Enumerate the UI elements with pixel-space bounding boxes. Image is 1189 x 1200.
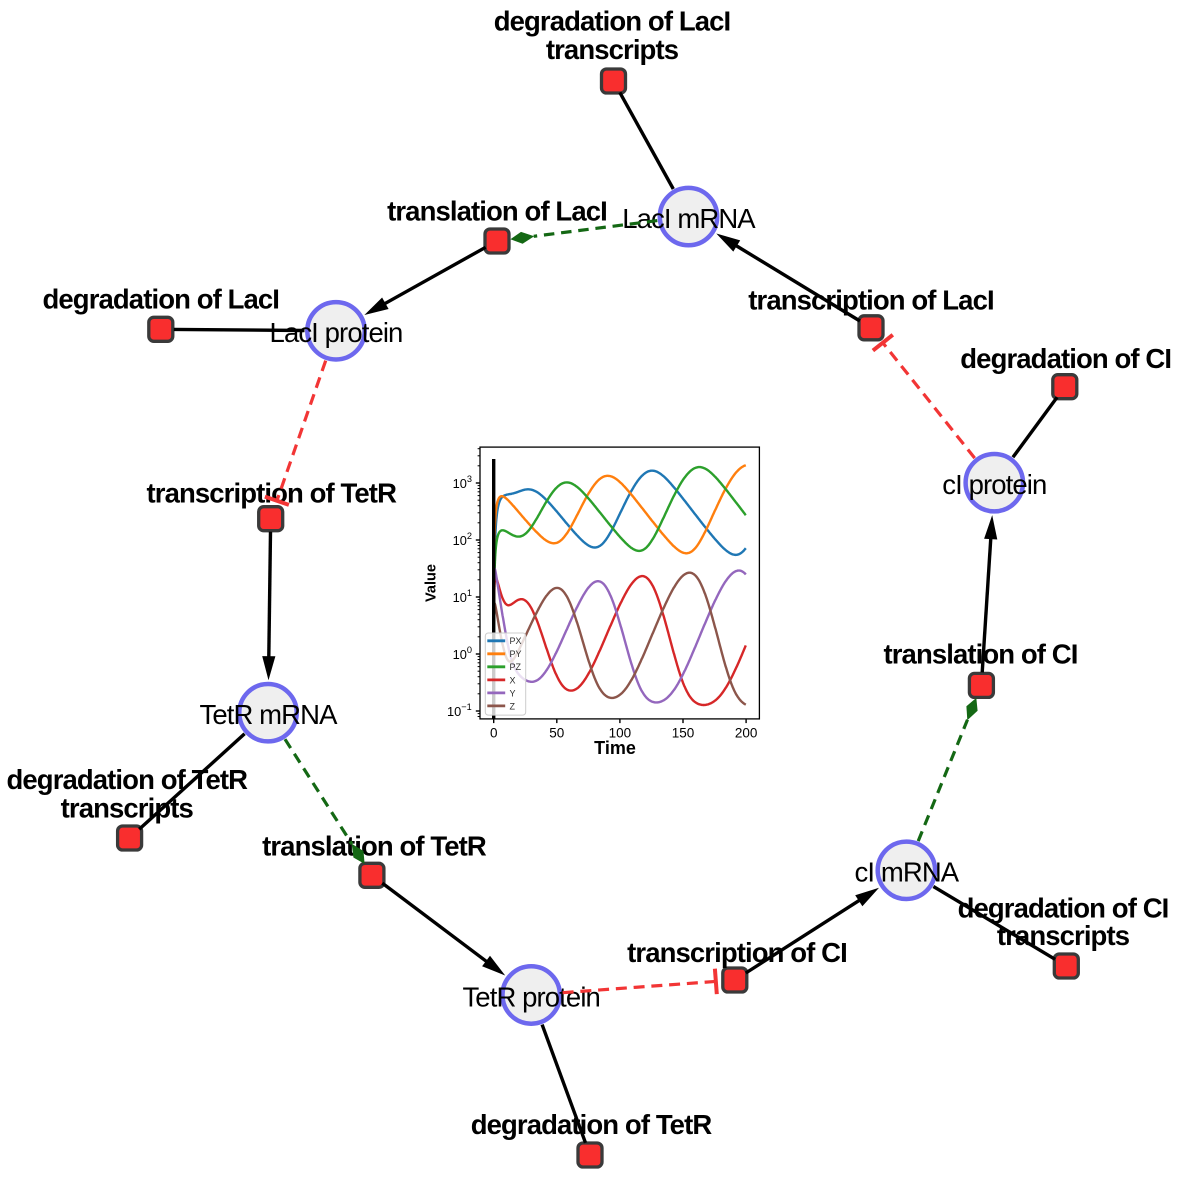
svg-text:cI protein: cI protein: [942, 469, 1046, 500]
svg-text:degradation of CI: degradation of CI: [960, 343, 1171, 374]
svg-text:translation of CI: translation of CI: [883, 638, 1077, 669]
svg-text:100: 100: [609, 726, 632, 741]
svg-text:Y: Y: [510, 688, 516, 698]
svg-text:transcription of CI: transcription of CI: [627, 937, 847, 968]
svg-text:LacI protein: LacI protein: [270, 317, 403, 348]
svg-text:200: 200: [735, 726, 758, 741]
svg-text:translation of LacI: translation of LacI: [387, 196, 607, 227]
svg-text:Time: Time: [594, 738, 636, 758]
svg-text:transcription of LacI: transcription of LacI: [748, 284, 993, 315]
svg-text:Z: Z: [510, 701, 516, 711]
svg-text:degradation of CI: degradation of CI: [958, 893, 1169, 924]
svg-text:cI mRNA: cI mRNA: [855, 857, 960, 888]
svg-text:TetR mRNA: TetR mRNA: [199, 699, 338, 730]
svg-text:PZ: PZ: [510, 662, 522, 672]
svg-text:TetR protein: TetR protein: [462, 981, 599, 1012]
svg-text:degradation of TetR: degradation of TetR: [7, 764, 249, 795]
svg-text:Value: Value: [424, 564, 440, 602]
svg-text:50: 50: [549, 726, 564, 741]
svg-text:PY: PY: [510, 649, 522, 659]
svg-text:150: 150: [672, 726, 695, 741]
svg-text:0: 0: [490, 726, 498, 741]
svg-text:degradation of LacI: degradation of LacI: [494, 6, 731, 37]
svg-text:translation of TetR: translation of TetR: [262, 830, 487, 861]
svg-text:LacI mRNA: LacI mRNA: [622, 203, 756, 234]
svg-text:transcription of TetR: transcription of TetR: [147, 478, 398, 509]
svg-text:X: X: [510, 675, 516, 685]
svg-text:transcripts: transcripts: [997, 920, 1130, 951]
svg-text:transcripts: transcripts: [546, 34, 679, 65]
svg-text:degradation of LacI: degradation of LacI: [43, 284, 280, 315]
svg-text:PX: PX: [510, 636, 522, 646]
svg-text:degradation of TetR: degradation of TetR: [471, 1109, 713, 1140]
